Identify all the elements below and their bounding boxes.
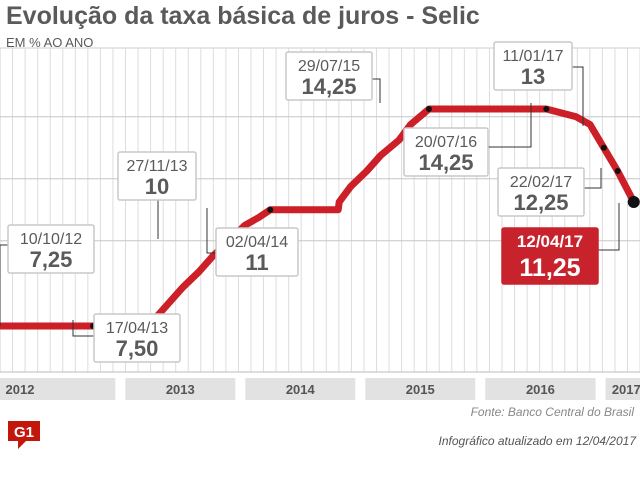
leader-11/01/17 [572, 66, 584, 126]
year-band-2017 [605, 378, 640, 400]
annotation-date-17/04/13: 17/04/13 [106, 320, 168, 337]
year-band-2012 [0, 378, 116, 400]
annotation-value-22/02/17: 12,25 [513, 190, 568, 215]
year-band-2016 [485, 378, 596, 400]
annotation-box-12/04/17 [501, 227, 599, 285]
leader-02/04/14 [206, 208, 216, 254]
annotation-value-02/04/14: 11 [245, 250, 268, 275]
annotation-value-12/04/17: 11,25 [519, 254, 580, 282]
marker-29/07/15 [425, 106, 432, 112]
leader-22/02/17 [584, 168, 602, 189]
annotation-value-17/04/13: 7,50 [116, 336, 159, 361]
annotation-leaders [0, 66, 620, 337]
marker-11/01/17 [600, 144, 607, 151]
annotation-box-20/07/16 [403, 127, 489, 177]
x-tick-label-2016: 2016 [526, 382, 555, 397]
annotation-box-17/04/13 [93, 313, 181, 363]
annotation-date-29/07/15: 29/07/15 [298, 58, 360, 75]
year-band-2015 [365, 378, 476, 400]
x-tick-label-2013: 2013 [166, 382, 195, 397]
annotation-date-11/01/17: 11/01/17 [502, 48, 563, 65]
series-line-layer [0, 105, 638, 330]
marker-12/04/17 [627, 196, 640, 208]
marker-22/02/17 [614, 168, 621, 174]
annotation-value-20/07/16: 14,25 [418, 150, 473, 175]
annotation-value-29/07/15: 14,25 [301, 74, 356, 99]
annotation-value-10/10/12: 7,25 [30, 247, 73, 272]
marker-02/04/14 [267, 206, 274, 213]
annotation-box-22/02/17 [497, 167, 585, 217]
logo-text: G1 [14, 424, 34, 441]
annotation-date-12/04/17: 12/04/17 [517, 232, 583, 251]
g1-logo-icon: G1 [8, 421, 40, 449]
x-tick-label-2012: 2012 [6, 382, 35, 397]
annotation-box-27/11/13 [117, 151, 197, 201]
leader-29/07/15 [372, 78, 381, 103]
annotation-date-27/11/13: 27/11/13 [126, 158, 187, 175]
annotation-value-11/01/17: 13 [521, 64, 545, 89]
annotation-box-02/04/14 [215, 227, 299, 277]
x-tick-label-2017: 2017 [612, 382, 640, 397]
leader-10/10/12 [0, 244, 8, 326]
year-band: 2012 2013 2014 2015 2016 2017 [0, 378, 640, 400]
year-band-2013 [125, 378, 236, 400]
annotation-date-22/02/17: 22/02/17 [510, 174, 572, 191]
annotation-value-27/11/13: 10 [145, 174, 169, 199]
year-band-2014 [245, 378, 356, 400]
updated-note: Infográfico atualizado em 12/04/2017 [438, 434, 636, 448]
source-note: Fonte: Banco Central do Brasil [470, 405, 634, 419]
annotation-date-20/07/16: 20/07/16 [415, 134, 477, 151]
leader-17/04/13 [72, 320, 94, 337]
leader-20/07/16 [488, 103, 532, 148]
annotation-box-29/07/15 [285, 51, 373, 101]
x-tick-label-2014: 2014 [286, 382, 316, 397]
leader-12/04/17 [598, 203, 620, 251]
annotation-date-02/04/14: 02/04/14 [226, 234, 288, 251]
annotation-box-10/10/12 [7, 224, 95, 274]
x-tick-label-2015: 2015 [406, 382, 435, 397]
annotation-date-10/10/12: 10/10/12 [20, 231, 82, 248]
chart-subtitle: EM % AO ANO [6, 35, 94, 50]
marker-20/07/16 [543, 106, 550, 112]
series-line [0, 105, 638, 330]
chart-title: Evolução da taxa básica de juros - Selic [6, 2, 480, 30]
annotation-box-11/01/17 [493, 41, 573, 91]
